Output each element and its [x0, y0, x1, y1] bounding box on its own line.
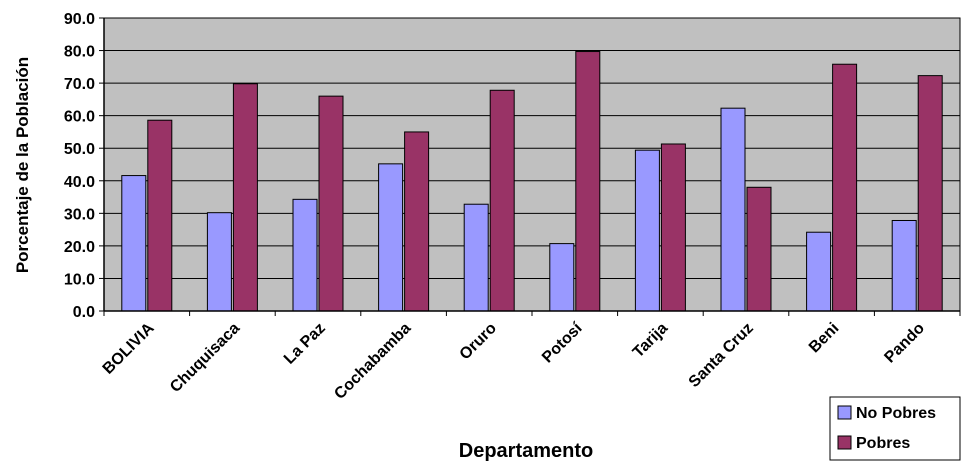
bar-no-pobres	[378, 163, 404, 312]
x-axis-labels: BOLIVIA Chuquisaca La Paz Cochabamba Oruro Po…	[100, 311, 961, 403]
x-tick-label: BOLIVIA	[100, 319, 158, 377]
x-tick-label: La Paz	[281, 320, 329, 368]
bar-no-pobres	[292, 198, 318, 312]
bar-pobres	[917, 75, 943, 312]
y-tick-label: 60.0	[64, 109, 95, 126]
y-axis-ticks: 0.0 10.0 20.0 30.0 40.0 50.0 60.0 70.0 80.0 90.0	[64, 11, 104, 321]
y-tick-label: 40.0	[64, 174, 95, 191]
y-tick-label: 50.0	[64, 141, 95, 158]
bar-pobres	[832, 63, 858, 312]
x-tick-label: Tarija	[630, 320, 671, 361]
bar-no-pobres	[634, 149, 660, 312]
legend-swatch-no-pobres	[837, 405, 852, 420]
y-tick-label: 10.0	[64, 271, 95, 288]
bar-pobres	[746, 186, 772, 312]
bar-pobres	[232, 83, 258, 312]
x-tick-label: Potosí	[539, 319, 586, 366]
bar-no-pobres	[549, 243, 575, 312]
bar-pobres	[147, 119, 173, 312]
x-tick-label: Beni	[806, 320, 843, 357]
bar-pobres	[575, 51, 601, 312]
bar-no-pobres	[121, 175, 147, 312]
y-tick-label: 20.0	[64, 239, 95, 256]
legend: No Pobres Pobres	[829, 396, 961, 461]
y-tick-label: 30.0	[64, 206, 95, 223]
legend-box	[829, 396, 961, 461]
legend-swatch-pobres	[837, 435, 852, 450]
bar-no-pobres	[463, 203, 489, 312]
x-tick-label: Chuquisaca	[167, 320, 243, 396]
bar-pobres	[404, 131, 430, 312]
x-tick-label: Pando	[881, 320, 928, 367]
bar-pobres	[489, 89, 515, 312]
y-tick-label: 70.0	[64, 76, 95, 93]
x-tick-label: Oruro	[457, 320, 501, 364]
x-tick-label: Santa Cruz	[686, 320, 757, 391]
bar-no-pobres	[720, 107, 746, 312]
plot-area	[103, 17, 961, 312]
bar-no-pobres	[206, 212, 232, 312]
legend-label-no-pobres: No Pobres	[856, 405, 936, 422]
bar-pobres	[660, 143, 686, 312]
bar-pobres	[318, 95, 344, 312]
y-tick-label: 80.0	[64, 44, 95, 61]
x-tick-label: Cochabamba	[331, 320, 414, 403]
bar-no-pobres	[806, 231, 832, 312]
legend-label-pobres: Pobres	[856, 435, 910, 452]
bars	[121, 51, 943, 312]
x-axis-title: Departamento	[459, 440, 593, 462]
bar-no-pobres	[891, 219, 917, 312]
y-tick-label: 0.0	[73, 304, 95, 321]
y-tick-label: 90.0	[64, 11, 95, 28]
y-axis-title: Porcentaje de la Población	[13, 57, 32, 273]
